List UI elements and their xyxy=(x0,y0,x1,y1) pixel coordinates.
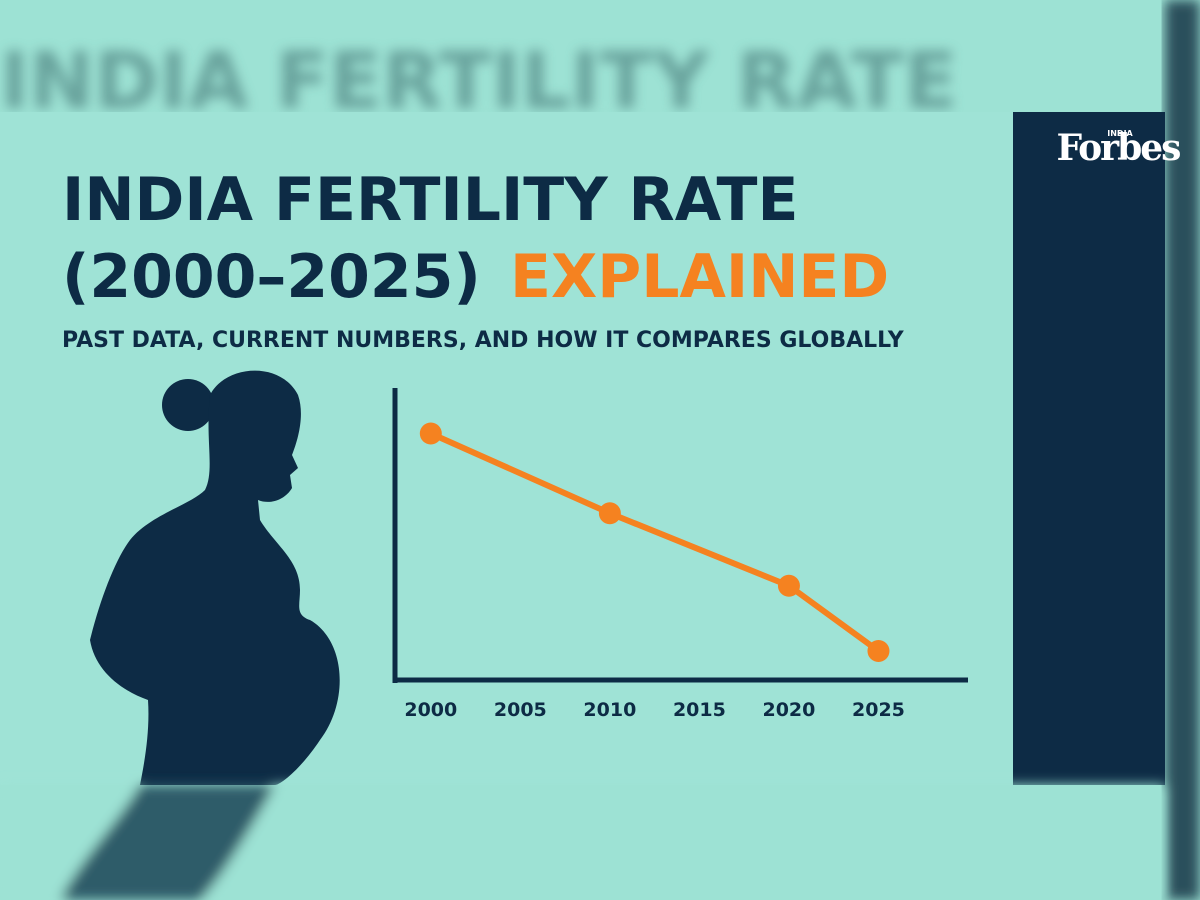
brand-panel xyxy=(1013,112,1165,785)
title-highlight: EXPLAINED xyxy=(510,242,889,312)
point xyxy=(598,502,621,525)
point xyxy=(419,422,442,445)
x-tick-label: 2005 xyxy=(494,699,547,721)
brand-edition: INDIA xyxy=(1107,129,1133,138)
blurred-edge xyxy=(1165,0,1200,900)
point xyxy=(777,574,800,597)
x-tick-label: 2010 xyxy=(583,699,636,721)
x-tick-label: 2020 xyxy=(762,699,815,721)
point xyxy=(867,640,890,662)
x-tick-label: 2015 xyxy=(673,699,726,721)
silhouette xyxy=(90,370,340,785)
brand-logo: Forbes xyxy=(1057,127,1181,169)
x-tick-label: 2000 xyxy=(404,699,457,721)
blurred-footer xyxy=(0,785,1165,900)
x-tick-label: 2025 xyxy=(852,699,905,721)
subtitle: PAST DATA, CURRENT NUMBERS, AND HOW IT C… xyxy=(62,328,905,353)
title-line1: INDIA FERTILITY RATE xyxy=(62,165,798,235)
title-line2: (2000–2025) xyxy=(62,242,481,312)
line xyxy=(429,430,881,654)
